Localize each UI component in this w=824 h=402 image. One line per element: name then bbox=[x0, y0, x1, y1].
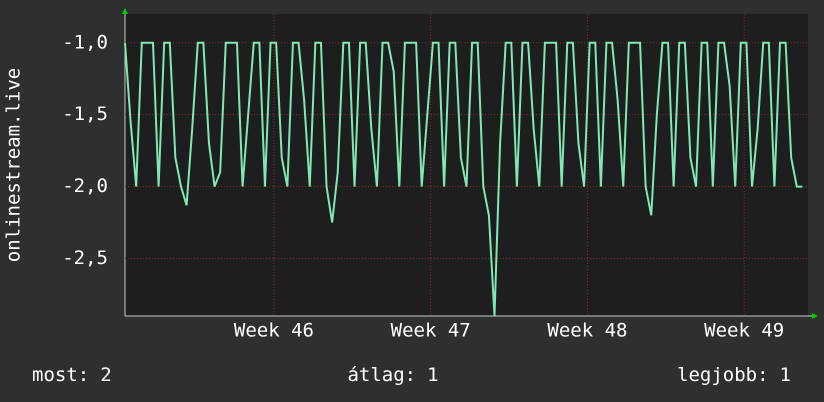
y-axis-label: onlinestream.live bbox=[3, 68, 25, 262]
stat-value: 2 bbox=[100, 364, 111, 386]
stat-label: legjobb: bbox=[677, 364, 769, 386]
x-tick-label: Week 47 bbox=[391, 320, 471, 342]
x-tick-label: Week 46 bbox=[234, 320, 314, 342]
axis-arrow bbox=[122, 8, 128, 14]
y-tick-label: -1,5 bbox=[62, 103, 108, 125]
stat: most: 2 bbox=[32, 364, 112, 386]
series-line bbox=[124, 41, 803, 317]
stat-value: 1 bbox=[427, 364, 438, 386]
axis-arrow bbox=[812, 313, 818, 319]
stat: átlag: 1 bbox=[347, 364, 438, 386]
stat-value: 1 bbox=[780, 364, 791, 386]
stat: legjobb: 1 bbox=[677, 364, 791, 386]
y-tick-label: -1,0 bbox=[62, 31, 108, 53]
y-tick-label: -2,0 bbox=[62, 175, 108, 197]
y-tick-label: -2,5 bbox=[62, 247, 108, 269]
x-tick-label: Week 48 bbox=[547, 320, 627, 342]
stat-label: átlag: bbox=[347, 364, 416, 386]
x-tick-label: Week 49 bbox=[704, 320, 784, 342]
stat-label: most: bbox=[32, 364, 89, 386]
